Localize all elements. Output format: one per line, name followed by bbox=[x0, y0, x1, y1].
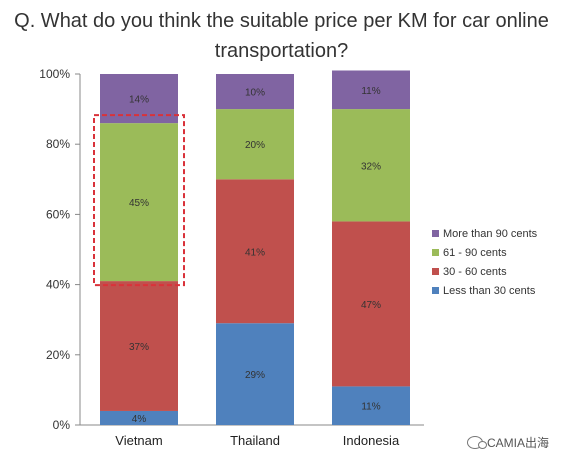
data-label: 20% bbox=[245, 140, 265, 151]
bar-vietnam-30-60-cents bbox=[100, 281, 178, 411]
bar-stacks bbox=[100, 70, 410, 425]
y-tick-label: 20% bbox=[46, 348, 70, 362]
bar-vietnam-less-than-30-cents bbox=[100, 410, 178, 425]
wechat-icon bbox=[466, 436, 487, 449]
bar-vietnam-61-90-cents bbox=[100, 123, 178, 282]
bar-indonesia-30-60-cents bbox=[332, 221, 410, 387]
data-label: 11% bbox=[361, 402, 380, 413]
y-tick-label: 40% bbox=[46, 278, 70, 292]
data-label: 29% bbox=[245, 370, 265, 381]
y-tick-label: 100% bbox=[39, 67, 70, 81]
legend: More than 90 cents 61 - 90 cents 30 - 60 c… bbox=[432, 228, 538, 297]
watermark: CAMIA出海 bbox=[466, 434, 549, 451]
watermark-text: CAMIA出海 bbox=[486, 436, 549, 450]
highlight-rect bbox=[93, 114, 185, 287]
chart-title-line-1: Q. What do you think the suitable price … bbox=[14, 10, 549, 32]
data-label: 11% bbox=[361, 86, 380, 97]
legend-swatch bbox=[432, 230, 439, 237]
data-label: 4% bbox=[132, 414, 147, 425]
bar-indonesia-more-than-90-cents bbox=[332, 70, 410, 110]
data-label: 32% bbox=[361, 161, 381, 172]
category-label: Vietnam bbox=[115, 433, 162, 448]
bar-thailand-more-than-90-cents bbox=[216, 74, 294, 110]
legend-label: 30 - 60 cents bbox=[443, 266, 507, 278]
bar-indonesia-61-90-cents bbox=[332, 109, 410, 222]
data-labels: 4% 37% 45% 14% 29% 41% 20% 10% 11% 47% 32% 11% bbox=[129, 86, 381, 425]
data-label: 41% bbox=[245, 247, 265, 258]
bar-thailand-30-60-cents bbox=[216, 179, 294, 324]
chart-title: Q. What do you think the suitable price … bbox=[0, 6, 563, 66]
data-label: 14% bbox=[129, 95, 149, 106]
category-label: Thailand bbox=[230, 433, 280, 448]
category-labels: Vietnam Thailand Indonesia bbox=[115, 433, 400, 448]
data-label: 45% bbox=[129, 198, 149, 209]
data-label: 10% bbox=[245, 88, 265, 99]
y-tick-label: 80% bbox=[46, 137, 70, 151]
legend-label: Less than 30 cents bbox=[443, 285, 536, 297]
legend-label: More than 90 cents bbox=[443, 228, 538, 240]
bar-indonesia-less-than-30-cents bbox=[332, 386, 410, 425]
bar-thailand-61-90-cents bbox=[216, 109, 294, 180]
chart-title-line-2: transportation? bbox=[214, 40, 349, 62]
highlight-box bbox=[93, 114, 185, 287]
y-tick-label: 60% bbox=[46, 207, 70, 221]
legend-label: 61 - 90 cents bbox=[443, 247, 507, 259]
legend-swatch bbox=[432, 268, 439, 275]
category-label: Indonesia bbox=[343, 433, 400, 448]
legend-swatch bbox=[432, 287, 439, 294]
data-label: 37% bbox=[129, 342, 149, 353]
data-label: 47% bbox=[361, 300, 381, 311]
bar-thailand-less-than-30-cents bbox=[216, 323, 294, 425]
y-tick-label: 0% bbox=[53, 418, 71, 432]
legend-swatch bbox=[432, 249, 439, 256]
